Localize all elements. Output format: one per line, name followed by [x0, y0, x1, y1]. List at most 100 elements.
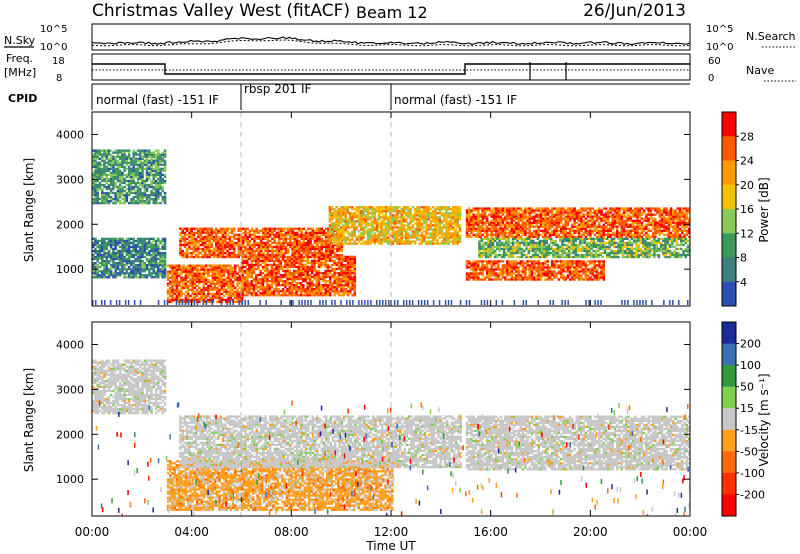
power-cell [335, 277, 339, 281]
power-cell [225, 300, 228, 304]
power-cell [130, 241, 133, 245]
power-cell [252, 257, 256, 260]
power-cell [243, 294, 247, 297]
power-cell [311, 284, 314, 287]
power-cell [209, 300, 212, 304]
power-cell [501, 217, 505, 220]
power-cell [324, 290, 327, 293]
power-cell [139, 247, 142, 251]
power-cell [134, 194, 138, 197]
power-cell [342, 218, 345, 221]
power-cell [112, 179, 115, 183]
power-cell [331, 216, 334, 219]
power-cell [114, 264, 117, 267]
power-cell [357, 222, 361, 225]
power-cell [393, 224, 397, 227]
power-cell [281, 259, 285, 262]
power-cell [355, 226, 359, 229]
power-cell [300, 255, 303, 259]
power-cell [181, 255, 184, 259]
power-cell [364, 242, 368, 245]
power-cell [92, 157, 95, 160]
power-cell [148, 175, 151, 179]
power-cell [298, 247, 301, 251]
power-cell [121, 268, 124, 271]
power-cell [275, 251, 279, 255]
power-cell [116, 149, 120, 152]
power-cell [201, 255, 205, 259]
power-cell [107, 268, 111, 271]
power-cell [346, 218, 350, 221]
power-cell [456, 218, 459, 221]
power-cell [139, 272, 142, 275]
power-cell [409, 222, 412, 225]
power-cell [218, 276, 221, 279]
power-cell [116, 266, 120, 269]
power-cell [186, 292, 190, 296]
power-cell [112, 262, 115, 265]
power-cell [490, 213, 493, 216]
power-cell [454, 216, 457, 219]
power-cell [452, 240, 455, 243]
power-cell [234, 300, 237, 304]
power-cell [411, 206, 415, 209]
power-cell [130, 251, 133, 255]
power-cell [208, 237, 211, 240]
power-cell [438, 206, 442, 209]
power-cell [326, 284, 330, 287]
power-cell [344, 212, 347, 215]
power-cell [485, 225, 489, 228]
power-cell [157, 155, 160, 158]
power-cell [295, 257, 298, 260]
power-cell [180, 272, 183, 275]
power-cell [94, 262, 97, 265]
power-cell [400, 236, 403, 239]
power-cell [148, 200, 151, 203]
power-cell [96, 266, 99, 269]
power-cell [483, 227, 487, 230]
power-cell [105, 151, 108, 154]
power-cell [175, 274, 179, 277]
power-cell [148, 241, 151, 245]
power-cell [148, 264, 151, 267]
power-cell [105, 200, 108, 203]
power-cell [308, 284, 312, 287]
power-cell [239, 227, 243, 230]
power-cell [436, 212, 439, 215]
power-cell [148, 194, 151, 197]
power-cell [96, 165, 99, 168]
power-cell [353, 226, 356, 229]
power-cell [331, 236, 334, 239]
power-cell [139, 249, 142, 253]
power-cell [221, 233, 225, 236]
power-cell [190, 233, 193, 236]
power-cell [346, 236, 350, 239]
power-cell [515, 221, 518, 224]
power-cell [94, 251, 97, 255]
power-cell [127, 237, 131, 240]
power-cell [277, 245, 281, 249]
power-cell [105, 187, 108, 191]
power-cell [132, 245, 135, 249]
power-cell [207, 288, 210, 291]
power-cell [92, 270, 95, 273]
power-cell [456, 236, 459, 239]
power-cell [542, 213, 545, 216]
power-cell [169, 300, 172, 304]
power-cell [202, 292, 206, 296]
power-cell [503, 229, 507, 232]
power-cell [306, 282, 309, 285]
power-cell [311, 267, 314, 271]
power-cell [116, 161, 120, 164]
power-cell [248, 243, 252, 247]
power-cell [470, 211, 473, 214]
power-cell [537, 227, 540, 230]
power-cell [193, 276, 197, 279]
power-cell [182, 278, 185, 281]
power-cell [105, 264, 108, 267]
power-cell [143, 187, 147, 191]
power-cell [233, 251, 236, 255]
power-cell [127, 161, 131, 164]
power-cell [257, 263, 260, 267]
power-cell [145, 169, 149, 172]
